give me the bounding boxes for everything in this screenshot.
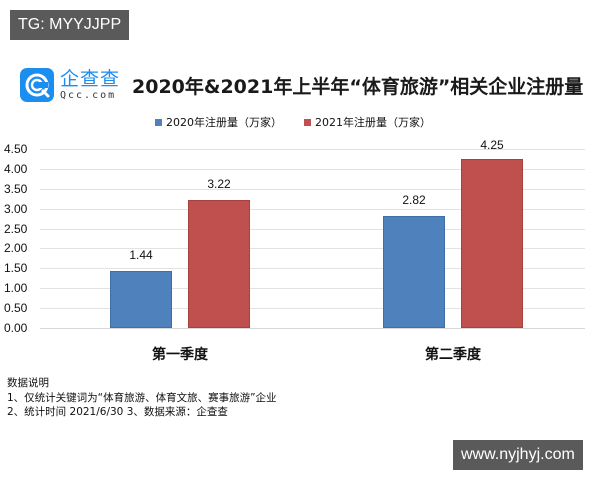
x-category-q2: 第二季度 (425, 347, 481, 363)
y-tick-label: 2.50 (4, 222, 28, 236)
y-tick-label: 4.50 (4, 142, 28, 156)
logo-name-en: Qcc.com (60, 89, 117, 101)
y-tick-label: 0.00 (4, 321, 28, 335)
qcc-logo: 企查查 Qcc.com (20, 68, 120, 102)
x-axis-line (40, 328, 585, 329)
y-tick-label: 3.50 (4, 182, 28, 196)
chart-title: 2020年&2021年上半年“体育旅游”相关企业注册量 (132, 76, 584, 98)
y-tick-label: 2.00 (4, 241, 28, 255)
gridline (40, 268, 585, 269)
bar-q1-2021 (188, 200, 250, 328)
data-notes: 数据说明 1、仅统计关键词为“体育旅游、体育文旅、赛事旅游”企业 2、统计时间 … (7, 376, 277, 420)
y-tick-label: 4.00 (4, 162, 28, 176)
watermark-top: TG: MYYJJPP (10, 10, 130, 40)
qcc-logo-icon (20, 68, 54, 102)
legend-swatch-red (304, 118, 311, 126)
gridline (40, 209, 585, 210)
gridline (40, 308, 585, 309)
gridline (40, 189, 585, 190)
legend-label-2020: 2020年注册量（万家） (166, 116, 282, 129)
bar-q1-2020 (110, 271, 172, 328)
gridline (40, 149, 585, 150)
gridline (40, 169, 585, 170)
bar-q2-2021 (461, 159, 523, 328)
y-tick-label: 0.50 (4, 301, 28, 315)
legend-swatch-blue (155, 118, 162, 126)
watermark-bottom: www.nyjhyj.com (453, 440, 583, 470)
notes-heading: 数据说明 (7, 377, 49, 389)
y-tick-label: 1.00 (4, 281, 28, 295)
logo-name-cn: 企查查 (60, 67, 121, 90)
bar-q2-2020 (383, 216, 445, 328)
gridline (40, 229, 585, 230)
value-label-q2-2021: 4.25 (480, 138, 504, 152)
y-tick-label: 1.50 (4, 261, 28, 275)
chart-legend: 2020年注册量（万家） 2021年注册量（万家） (155, 114, 431, 130)
gridline (40, 248, 585, 249)
notes-line-2: 2、统计时间 2021/6/30 3、数据来源：企查查 (7, 406, 228, 418)
y-tick-label: 3.00 (4, 202, 28, 216)
value-label-q2-2020: 2.82 (402, 193, 426, 207)
legend-item-2020: 2020年注册量（万家） (155, 114, 282, 130)
legend-item-2021: 2021年注册量（万家） (304, 114, 431, 130)
value-label-q1-2020: 1.44 (129, 248, 153, 262)
value-label-q1-2021: 3.22 (207, 177, 231, 191)
x-category-q1: 第一季度 (152, 347, 208, 363)
gridline (40, 288, 585, 289)
notes-line-1: 1、仅统计关键词为“体育旅游、体育文旅、赛事旅游”企业 (7, 391, 277, 404)
legend-label-2021: 2021年注册量（万家） (315, 116, 431, 129)
